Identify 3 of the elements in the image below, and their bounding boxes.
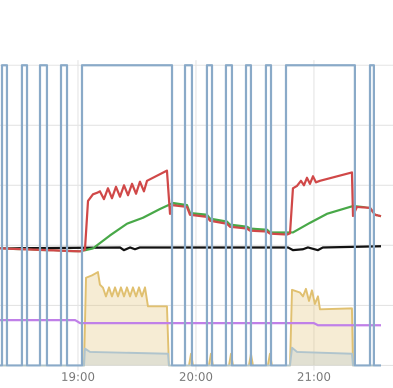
x-tick-label: 19:00: [62, 372, 94, 382]
x-tick-label: 20:00: [180, 372, 212, 382]
x-tick-label: 21:00: [298, 372, 330, 382]
